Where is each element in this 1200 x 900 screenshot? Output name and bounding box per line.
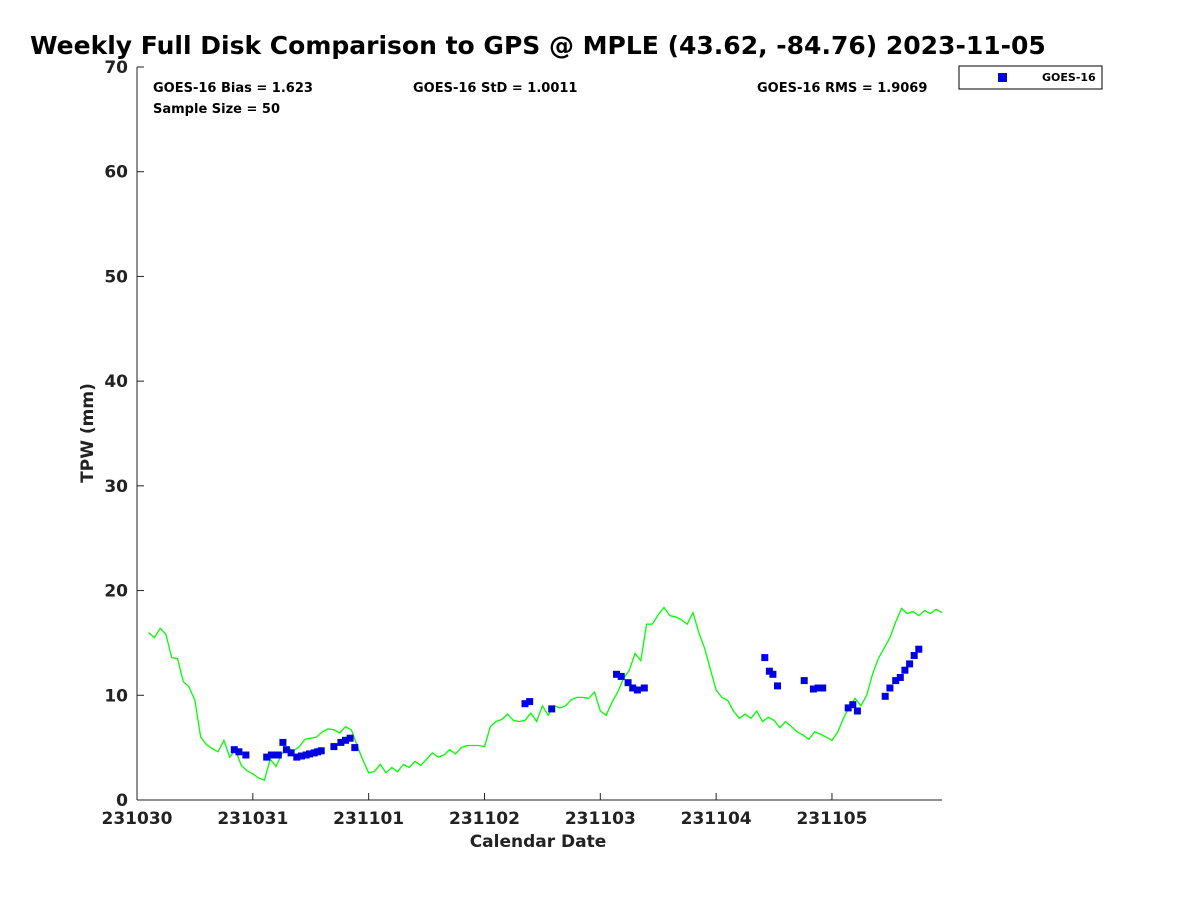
y-tick-label: 0	[116, 791, 128, 811]
y-tick-label: 50	[104, 267, 128, 287]
x-tick-label: 231103	[565, 809, 636, 829]
goes16-point	[915, 645, 923, 653]
goes16-point	[274, 751, 282, 759]
goes16-point	[881, 692, 889, 700]
goes16-point	[263, 753, 271, 761]
goes16-point	[892, 677, 900, 685]
y-axis-ticks: 0 10 20 30 40 50 60 70	[104, 58, 144, 811]
plot-area: 0 10 20 30 40 50 60 70 231030 231031 231101 231102…	[102, 58, 943, 829]
goes16-point	[886, 684, 894, 692]
goes16-point	[346, 734, 354, 742]
goes16-point	[298, 752, 305, 760]
x-tick-label: 231031	[217, 809, 288, 829]
chart-title: Weekly Full Disk Comparison to GPS @ MPL…	[30, 31, 1046, 60]
goes16-point	[800, 677, 808, 685]
goes16-point	[282, 746, 290, 754]
y-tick-label: 60	[104, 163, 128, 183]
x-tick-label: 231030	[102, 809, 173, 829]
legend-box	[958, 65, 1103, 90]
goes16-point	[849, 701, 857, 709]
x-axis-label: Calendar Date	[470, 832, 607, 852]
legend: GOES-16	[958, 65, 1103, 90]
goes16-point	[613, 670, 620, 678]
x-tick-label: 231102	[449, 809, 520, 829]
goes16-point	[342, 736, 349, 744]
x-tick-label: 231101	[333, 809, 404, 829]
legend-marker-goes16	[998, 73, 1007, 82]
goes16-point	[629, 684, 637, 692]
goes16-point	[844, 704, 852, 712]
stats-block: GOES-16 Bias = 1.623 GOES-16 StD = 1.001…	[153, 81, 927, 117]
x-tick-label: 231105	[796, 809, 867, 829]
goes16-point	[521, 700, 529, 708]
y-tick-label: 40	[104, 372, 128, 392]
goes16-point	[548, 705, 556, 713]
goes16-point	[337, 738, 345, 746]
goes16-point	[809, 685, 817, 693]
goes16-point	[910, 652, 918, 659]
goes16-point	[230, 746, 238, 754]
goes16-point	[317, 747, 325, 755]
y-axis-label: TPW (mm)	[78, 383, 98, 483]
goes16-point	[633, 686, 641, 694]
goes16-point	[526, 698, 534, 706]
goes16-point	[896, 674, 904, 681]
series-layer	[148, 606, 943, 781]
goes16-point	[617, 672, 625, 680]
x-tick-label: 231104	[681, 809, 752, 829]
y-tick-label: 30	[104, 477, 128, 497]
goes16-point	[814, 684, 822, 692]
y-tick-label: 10	[104, 686, 128, 706]
goes16-point	[769, 670, 777, 678]
goes16-point	[306, 750, 314, 758]
goes16-point	[330, 743, 338, 751]
goes16-point	[242, 751, 250, 759]
goes16-point	[640, 684, 648, 692]
sample-size-stat: Sample Size = 50	[153, 102, 280, 117]
rms-stat: GOES-16 RMS = 1.9069	[757, 81, 927, 96]
goes16-point	[761, 654, 769, 662]
y-tick-label: 70	[104, 58, 128, 78]
goes16-point	[235, 748, 243, 756]
y-tick-label: 20	[104, 582, 128, 602]
goes16-point	[287, 749, 295, 757]
goes16-point	[351, 744, 359, 752]
std-stat: GOES-16 StD = 1.0011	[413, 81, 577, 96]
goes16-point	[906, 660, 914, 668]
goes16-point	[819, 684, 827, 692]
bias-stat: GOES-16 Bias = 1.623	[153, 81, 313, 96]
legend-label-goes16: GOES-16	[1042, 71, 1096, 84]
x-axis-ticks: 231030 231031 231101 231102 231103 231104 2311…	[102, 793, 867, 829]
goes16-point	[853, 707, 861, 715]
goes16-point	[774, 682, 781, 690]
goes16-point	[624, 679, 632, 687]
goes16-point	[901, 666, 909, 674]
goes16-point	[293, 753, 301, 761]
goes16-point	[279, 738, 287, 746]
